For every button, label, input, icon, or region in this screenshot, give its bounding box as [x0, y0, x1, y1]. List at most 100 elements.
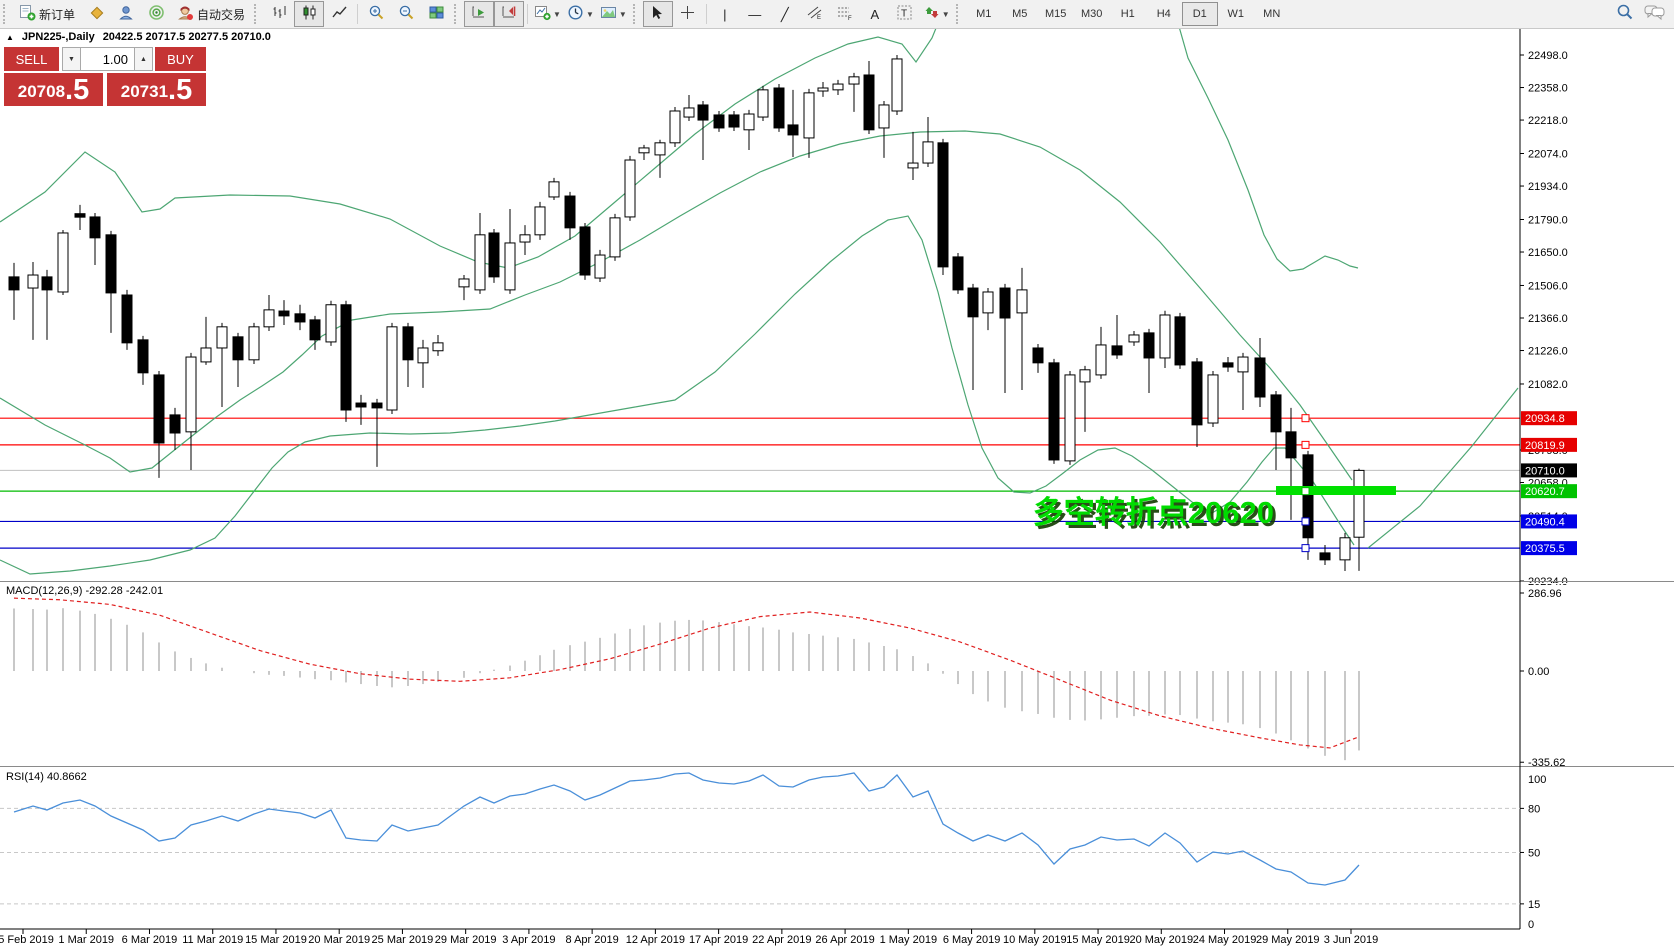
- tile-windows-button[interactable]: [421, 1, 451, 27]
- trendline-tool[interactable]: ╱: [770, 1, 800, 27]
- tab-timeframe-M15[interactable]: M15: [1045, 8, 1067, 20]
- templates-button[interactable]: ▼: [597, 1, 630, 27]
- chart-symbol-period: JPN225-,Daily: [21, 31, 95, 43]
- tab-timeframe-W1[interactable]: W1: [1227, 8, 1244, 20]
- zoom-out-button[interactable]: [391, 1, 421, 27]
- candlestick-chart-button[interactable]: [294, 1, 325, 27]
- horizontal-line-tool[interactable]: —: [740, 1, 770, 27]
- svg-text:21650.0: 21650.0: [1528, 247, 1568, 259]
- search-icon[interactable]: [1616, 3, 1634, 26]
- text-tool[interactable]: A: [860, 1, 890, 27]
- sell-price[interactable]: 20708.5: [4, 73, 103, 106]
- date-axis: 25 Feb 2019 1 Mar 2019 6 Mar 2019 11 Mar 20…: [0, 929, 1378, 946]
- turning-point-bar[interactable]: [1276, 486, 1396, 495]
- line-chart-button[interactable]: [324, 1, 354, 27]
- fibonacci-icon: F: [836, 4, 853, 24]
- tab-timeframe-H4[interactable]: H4: [1156, 8, 1171, 20]
- macd-label: MACD(12,26,9) -292.28 -242.01: [6, 585, 163, 597]
- horizontal-line-icon: —: [748, 6, 762, 22]
- text-label-tool[interactable]: T: [890, 1, 920, 27]
- current-price-badge: 20710.0: [1525, 465, 1565, 477]
- buy-button[interactable]: BUY: [155, 47, 206, 71]
- crosshair-button[interactable]: [673, 1, 703, 27]
- svg-text:22074.0: 22074.0: [1528, 149, 1568, 161]
- svg-text:286.96: 286.96: [1528, 588, 1562, 600]
- bollinger-middle-band: [0, 130, 1353, 481]
- macd-pane: 286.96 0.00 -335.62 MACD(12,26,9) -292.28 -…: [6, 585, 1565, 769]
- toolbar-grip[interactable]: [454, 4, 461, 24]
- chart-shift-button[interactable]: [494, 1, 525, 27]
- dropdown-caret-icon: ▼: [618, 9, 627, 19]
- bar-chart-icon: [271, 4, 288, 24]
- cursor-button[interactable]: [642, 1, 673, 27]
- svg-text:22218.0: 22218.0: [1528, 115, 1568, 127]
- svg-text:10 May 2019: 10 May 2019: [1003, 934, 1067, 946]
- bollinger-upper-band: [0, 29, 937, 269]
- arrows-tool[interactable]: ▼: [920, 1, 953, 27]
- toolbar-grip[interactable]: [254, 4, 261, 24]
- vertical-line-tool[interactable]: |: [710, 1, 740, 27]
- line-handle[interactable]: [1301, 440, 1310, 449]
- zoom-in-button[interactable]: [361, 1, 391, 27]
- profiles-button[interactable]: [111, 1, 141, 27]
- dropdown-caret-icon: ▼: [585, 9, 594, 19]
- toolbar-grip[interactable]: [3, 4, 10, 24]
- market-watch-button[interactable]: [81, 1, 111, 27]
- candlestick-chart-icon: [301, 4, 318, 24]
- vertical-line-icon: |: [723, 6, 727, 22]
- trendline-object[interactable]: [1367, 387, 1519, 549]
- channel-tool[interactable]: E: [800, 1, 830, 27]
- sell-button[interactable]: SELL: [4, 47, 59, 71]
- level-badge: 20934.8: [1525, 413, 1565, 425]
- profile-icon: [118, 4, 135, 24]
- collapse-triangle-icon[interactable]: ▲: [6, 32, 14, 42]
- svg-text:80: 80: [1528, 803, 1540, 815]
- fibonacci-tool[interactable]: F: [830, 1, 860, 27]
- volume-increase-button[interactable]: ▲: [134, 47, 153, 71]
- indicators-button[interactable]: ▼: [531, 1, 564, 27]
- svg-text:20 Mar 2019: 20 Mar 2019: [308, 934, 370, 946]
- auto-trading-button[interactable]: 自动交易: [171, 1, 251, 27]
- svg-text:-335.62: -335.62: [1528, 757, 1565, 769]
- signals-button[interactable]: [141, 1, 171, 27]
- crosshair-icon: [679, 4, 696, 24]
- rsi-line: [13, 772, 1360, 886]
- buy-price[interactable]: 20731.5: [107, 73, 206, 106]
- tab-timeframe-M30[interactable]: M30: [1081, 8, 1103, 20]
- svg-text:100: 100: [1528, 774, 1546, 786]
- level-badge: 20620.7: [1525, 486, 1565, 498]
- zoom-out-icon: [398, 4, 415, 24]
- macd-signal-line: [13, 597, 1360, 749]
- tab-timeframe-M1[interactable]: M1: [976, 8, 992, 20]
- svg-text:21506.0: 21506.0: [1528, 280, 1568, 292]
- cursor-icon: [649, 4, 666, 24]
- tab-timeframe-M5[interactable]: M5: [1012, 8, 1028, 20]
- line-handle[interactable]: [1301, 414, 1310, 423]
- line-handle[interactable]: [1301, 487, 1310, 496]
- volume-decrease-button[interactable]: ▼: [62, 47, 81, 71]
- bar-chart-button[interactable]: [264, 1, 294, 27]
- svg-text:29 Mar 2019: 29 Mar 2019: [435, 934, 497, 946]
- tab-timeframe-D1[interactable]: D1: [1181, 2, 1218, 26]
- line-handle[interactable]: [1301, 544, 1310, 553]
- svg-text:21082.0: 21082.0: [1528, 379, 1568, 391]
- auto-scroll-button[interactable]: [464, 1, 495, 27]
- toolbar-grip[interactable]: [955, 4, 963, 24]
- svg-text:25 Mar 2019: 25 Mar 2019: [372, 934, 434, 946]
- annotation-text[interactable]: 多空转折点20620: [1033, 495, 1274, 530]
- buy-price-fraction: .5: [168, 74, 193, 106]
- channel-icon: E: [806, 4, 823, 24]
- tab-timeframe-MN[interactable]: MN: [1263, 8, 1281, 20]
- toolbar-separator: [705, 4, 707, 24]
- volume-input[interactable]: [81, 47, 134, 71]
- periods-button[interactable]: ▼: [564, 1, 597, 27]
- bollinger-lower-band: [0, 215, 1355, 575]
- tab-timeframe-H1[interactable]: H1: [1120, 8, 1135, 20]
- chat-icon[interactable]: [1644, 3, 1666, 26]
- toolbar-grip[interactable]: [632, 4, 640, 24]
- new-order-button[interactable]: 新订单: [13, 1, 81, 27]
- line-handle[interactable]: [1301, 517, 1310, 526]
- buy-price-main: 20731: [120, 82, 169, 102]
